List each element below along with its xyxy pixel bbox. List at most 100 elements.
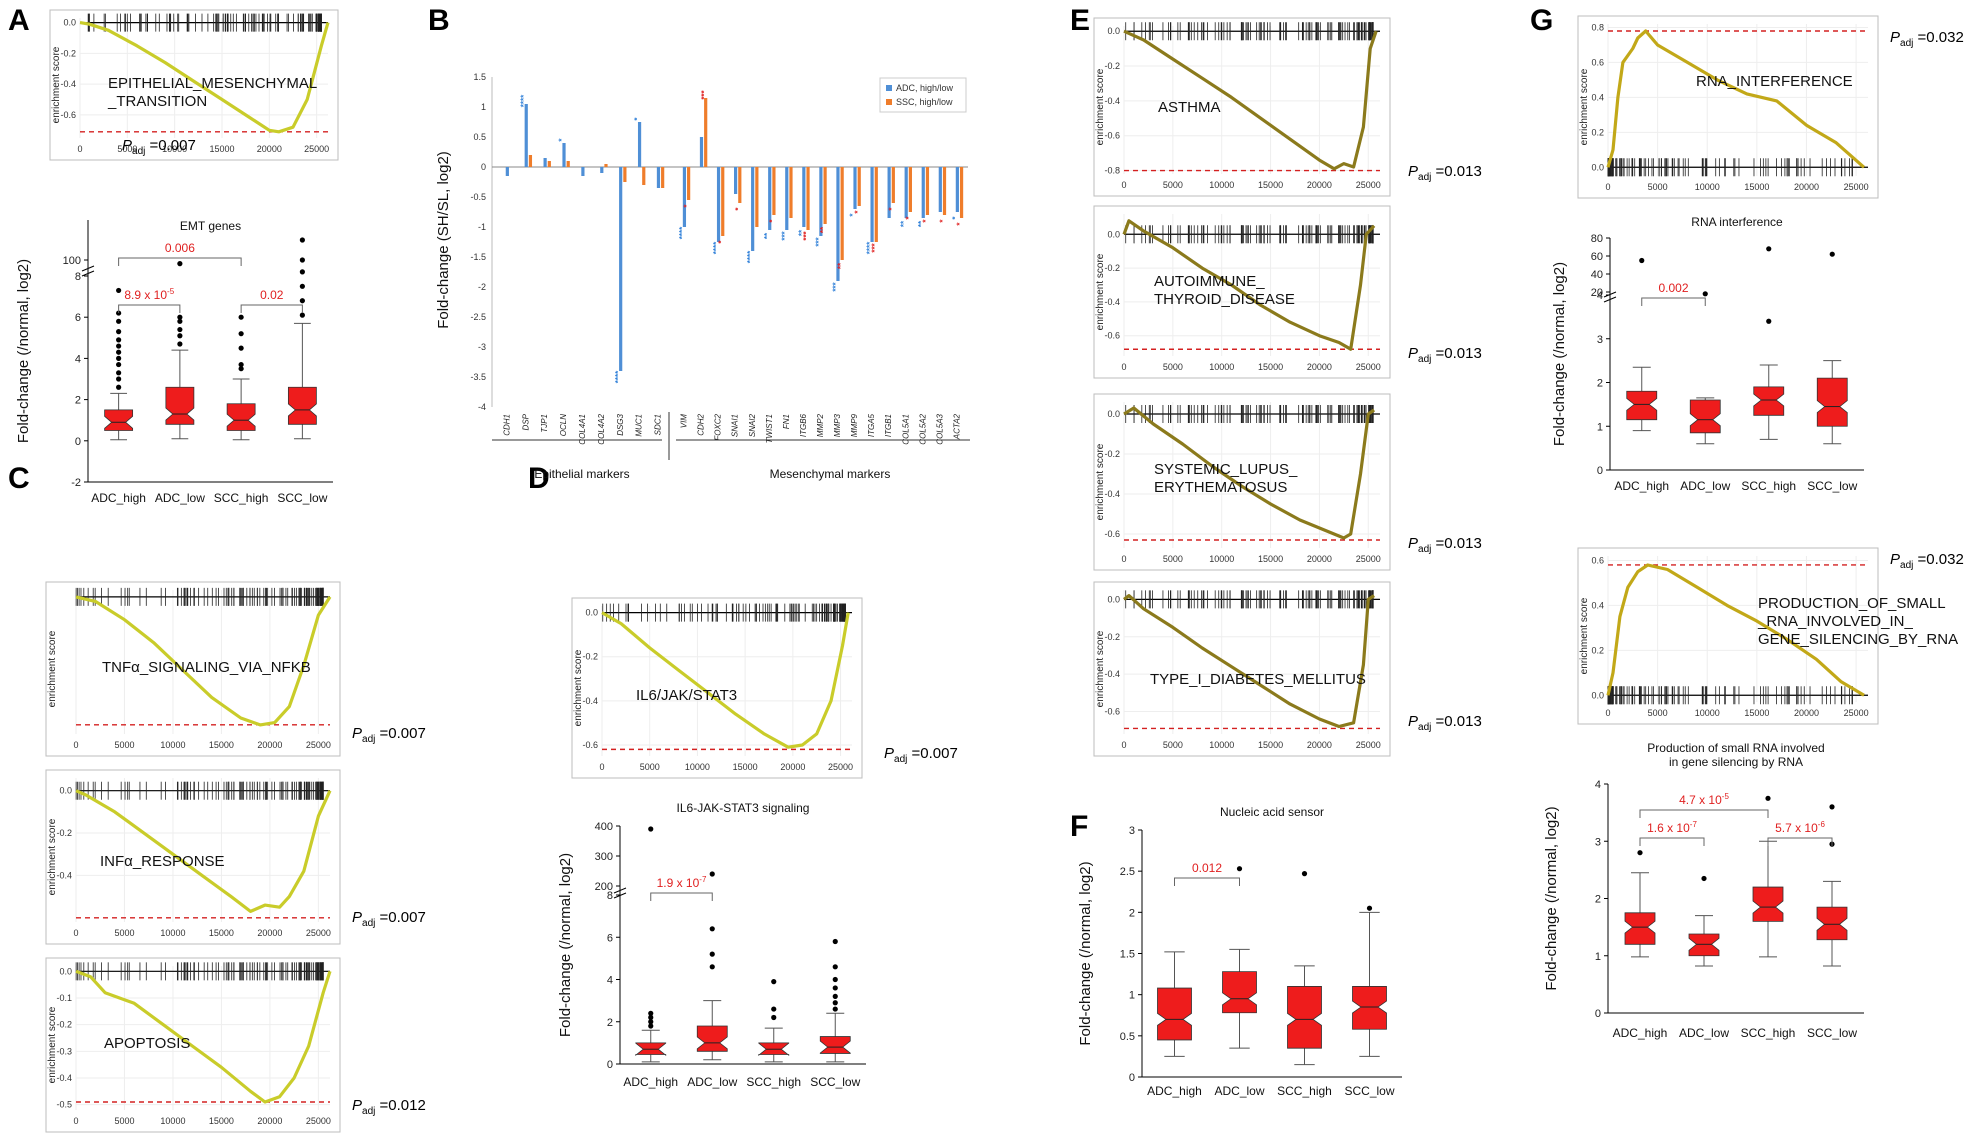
gsea-plot-A-gsea: 0 5000 10000 15000 20000 25000 0.0 -0.2 -0.4 -0.6… [49,9,339,161]
outlier-point [709,964,715,970]
box-SCC_low [1816,251,1848,445]
box-body [696,1025,728,1052]
bar-adc [734,167,738,194]
significance-stars: **** [746,250,755,263]
x-tick-label: SCC_low [277,491,327,505]
outlier-point [648,826,654,832]
gene-hit-ticks [1125,590,1374,609]
significance-stars: * [904,216,913,220]
y-tick-label: 0.2 [1591,645,1604,655]
outlier-point [832,976,838,983]
bar-chart-B: 1.5 1 0.5 0 -0.5 -1 -1.5 -2 -2.5 -3 -3.5 -4 Fold-cha… [435,72,970,481]
y-tick-label: -0.1 [56,993,72,1003]
x-tick-label: 15000 [1258,740,1283,750]
box-SCC_high [226,314,256,441]
x-tick-label: 25000 [306,928,331,938]
bar-adc [524,104,528,167]
legend-swatch-scc [886,99,892,105]
bar-adc [637,122,642,167]
y-axis-label: enrichment score [51,46,62,123]
gene-label: CDH1 [502,414,511,436]
x-tick-label: 20000 [1794,182,1819,192]
significance-stars: * [633,117,642,121]
bar-adc [751,167,755,251]
outlier-point [299,298,305,304]
bar-scc [721,167,725,236]
y-axis-label: enrichment score [1579,597,1590,674]
y-tick-label: 8 [75,271,81,283]
y-axis-label: Fold-change (/normal, log2) [15,259,32,443]
gene-set-name: GENE_SILENCING_BY_RNA [1758,631,1958,648]
box-body [1352,986,1387,1030]
outlier-point [238,314,244,320]
bar-adc [853,167,857,209]
gsea-plot-E-gsea-3: 0 5000 10000 15000 20000 25000 0.0 -0.2 -0.4 -0.6… [1093,393,1482,571]
box-body [819,1036,851,1054]
running-score-line [1123,593,1375,729]
x-tick-label: 10000 [685,762,710,772]
bar-adc [562,143,566,167]
gene-label: SNAI2 [748,413,757,437]
chart-title: Production of small RNA involved [1647,741,1824,755]
bar-group-COL5A3: * COL5A3 [935,167,948,445]
y-tick-label: 8 [607,890,613,902]
box-ADC_low [1688,875,1720,967]
outlier-point [299,237,305,243]
x-tick-label: 15000 [1744,182,1769,192]
gene-set-name: EPITHELIAL_MESENCHYMAL [108,75,317,92]
y-tick-label: 6 [607,932,613,944]
outlier-point [299,257,305,263]
y-tick-label: 200 [595,881,613,893]
bar-adc [768,167,772,230]
bar-group-CDH2: *** CDH2 [697,89,709,435]
outlier-point [116,376,122,382]
x-tick-label: 0 [73,740,78,750]
running-score-line [75,969,332,1104]
significance-stars: * [849,213,858,217]
y-tick-label: 0.0 [1107,229,1120,239]
p-adj-label: Padj =0.032 [1890,29,1964,49]
outlier-point [709,951,715,957]
box-ADC_high [1157,951,1192,1057]
gsea-plot-C-gsea-1: 0 5000 10000 15000 20000 25000 enrichment scor… [45,581,426,757]
p-adj-label: Padj =0.012 [352,1097,426,1117]
outlier-point [177,333,183,339]
y-tick-label: -2 [478,282,486,292]
x-tick-label: 5000 [114,1116,134,1126]
y-tick-label: -0.4 [582,696,598,706]
x-tick-label: 0 [77,144,82,154]
gene-set-name: SYSTEMIC_LUPUS_ [1154,461,1298,478]
gene-label: TWIST1 [765,414,774,443]
gene-label: DSP [521,413,530,430]
outlier-point [1301,871,1308,877]
y-tick-label: -0.6 [1104,529,1120,539]
x-tick-label: SCC_low [1807,479,1857,493]
outlier-point [1236,866,1243,872]
bar-scc [959,167,964,218]
bar-adc [955,167,959,212]
x-tick-label: 20000 [1307,362,1332,372]
y-tick-label: -0.4 [1104,96,1120,106]
panel-letter-a: A [8,4,30,37]
gene-label: COL5A1 [901,414,910,445]
comparison-bracket [118,257,242,266]
y-tick-label: 100 [63,255,81,267]
box-ADC_low [1689,291,1721,445]
y-tick-label: -0.6 [1104,331,1120,341]
p-adj-label: Padj =0.013 [1408,345,1482,365]
panel-letter-g: G [1530,4,1553,37]
box-body [1688,933,1720,957]
gsea-frame [49,9,339,161]
gene-set-name: TNFα_SIGNALING_VIA_NFKB [102,659,311,676]
gsea-plot-C-gsea-3: 0 5000 10000 15000 20000 25000 0.0 -0.1 -0.2 -0.3… [45,957,426,1133]
panel-letter-b: B [428,4,450,37]
outlier-point [116,287,122,294]
y-tick-label: 400 [595,821,613,833]
y-tick-label: -0.6 [60,110,76,120]
bar-scc [604,164,608,167]
outlier-point [832,938,838,945]
significance-stars: *** [814,236,823,246]
y-tick-label: 1 [1595,951,1601,963]
bar-group-VIM: *****VIM [678,167,692,428]
outlier-point [116,349,122,355]
